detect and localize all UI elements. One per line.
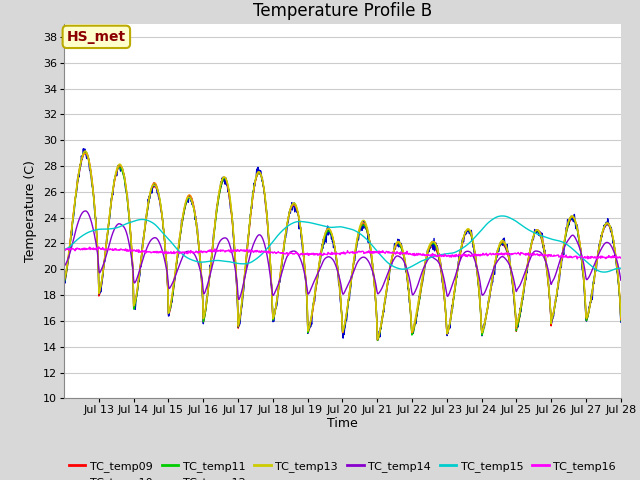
Y-axis label: Temperature (C): Temperature (C) xyxy=(24,160,37,262)
TC_temp14 xyxy=(617,277,625,283)
TC_temp15 xyxy=(554,238,561,243)
TC_temp16 xyxy=(122,246,129,252)
TC_temp09 xyxy=(147,189,155,194)
TC_temp13 xyxy=(617,314,625,320)
TC_temp10 xyxy=(495,244,503,250)
Line: TC_temp10: TC_temp10 xyxy=(64,149,621,340)
TC_temp12 xyxy=(554,283,562,289)
TC_temp13 xyxy=(122,180,129,186)
TC_temp11 xyxy=(617,318,625,324)
TC_temp15 xyxy=(553,238,561,243)
TC_temp10 xyxy=(400,252,408,258)
TC_temp12 xyxy=(617,317,625,323)
TC_temp11 xyxy=(400,253,408,259)
TC_temp11 xyxy=(554,283,562,289)
TC_temp14 xyxy=(235,297,243,302)
TC_temp09 xyxy=(554,283,562,289)
TC_temp09 xyxy=(400,252,408,258)
TC_temp15 xyxy=(495,214,502,219)
TC_temp15 xyxy=(399,266,406,272)
TC_temp15 xyxy=(121,221,129,227)
X-axis label: Time: Time xyxy=(327,417,358,430)
TC_temp16 xyxy=(554,252,561,258)
TC_temp13 xyxy=(554,285,561,291)
Line: TC_temp13: TC_temp13 xyxy=(64,151,621,339)
TC_temp09 xyxy=(617,316,625,322)
TC_temp13 xyxy=(60,276,68,282)
TC_temp10 xyxy=(617,319,625,325)
TC_temp15 xyxy=(600,269,608,275)
TC_temp12 xyxy=(554,287,561,292)
TC_temp13 xyxy=(81,148,89,154)
TC_temp14 xyxy=(122,227,129,233)
TC_temp14 xyxy=(60,263,68,269)
Title: Temperature Profile B: Temperature Profile B xyxy=(253,1,432,20)
TC_temp16 xyxy=(553,252,561,258)
TC_temp11 xyxy=(495,243,503,249)
TC_temp16 xyxy=(399,251,407,256)
TC_temp09 xyxy=(82,149,90,155)
TC_temp10 xyxy=(122,185,129,191)
TC_temp16 xyxy=(147,250,155,256)
TC_temp13 xyxy=(495,241,503,247)
TC_temp15 xyxy=(60,246,68,252)
Legend: TC_temp09, TC_temp10, TC_temp11, TC_temp12, TC_temp13, TC_temp14, TC_temp15, TC_: TC_temp09, TC_temp10, TC_temp11, TC_temp… xyxy=(65,456,620,480)
TC_temp10 xyxy=(147,190,155,196)
Line: TC_temp12: TC_temp12 xyxy=(64,153,621,340)
TC_temp14 xyxy=(147,237,155,243)
TC_temp12 xyxy=(122,180,129,185)
TC_temp16 xyxy=(573,256,581,262)
Line: TC_temp09: TC_temp09 xyxy=(64,152,621,340)
Line: TC_temp14: TC_temp14 xyxy=(64,211,621,300)
TC_temp11 xyxy=(374,337,381,343)
TC_temp11 xyxy=(122,183,129,189)
TC_temp12 xyxy=(495,242,503,248)
TC_temp10 xyxy=(60,278,68,284)
TC_temp11 xyxy=(60,280,68,286)
TC_temp12 xyxy=(81,150,89,156)
TC_temp16 xyxy=(95,244,102,250)
TC_temp14 xyxy=(495,256,503,262)
TC_temp13 xyxy=(374,336,381,342)
TC_temp09 xyxy=(374,337,381,343)
TC_temp12 xyxy=(400,252,408,257)
TC_temp14 xyxy=(554,266,561,272)
TC_temp09 xyxy=(60,280,68,286)
TC_temp12 xyxy=(60,278,68,284)
TC_temp13 xyxy=(147,186,155,192)
TC_temp09 xyxy=(554,287,561,293)
Line: TC_temp16: TC_temp16 xyxy=(64,247,621,259)
TC_temp13 xyxy=(400,250,408,255)
TC_temp10 xyxy=(554,286,562,292)
TC_temp14 xyxy=(81,208,89,214)
Line: TC_temp11: TC_temp11 xyxy=(64,153,621,340)
TC_temp16 xyxy=(60,246,68,252)
TC_temp15 xyxy=(147,219,154,225)
TC_temp11 xyxy=(554,287,561,293)
TC_temp11 xyxy=(81,150,89,156)
TC_temp09 xyxy=(495,244,503,250)
TC_temp16 xyxy=(495,252,503,257)
TC_temp14 xyxy=(400,258,408,264)
TC_temp10 xyxy=(374,337,381,343)
TC_temp11 xyxy=(147,187,155,193)
TC_temp10 xyxy=(554,287,561,292)
TC_temp10 xyxy=(79,146,87,152)
Line: TC_temp15: TC_temp15 xyxy=(64,216,621,272)
TC_temp16 xyxy=(617,255,625,261)
TC_temp12 xyxy=(374,337,381,343)
TC_temp09 xyxy=(122,181,129,187)
TC_temp13 xyxy=(554,282,562,288)
TC_temp15 xyxy=(617,265,625,271)
TC_temp15 xyxy=(499,213,506,219)
Text: HS_met: HS_met xyxy=(67,30,126,44)
TC_temp12 xyxy=(147,186,155,192)
TC_temp14 xyxy=(554,264,562,270)
